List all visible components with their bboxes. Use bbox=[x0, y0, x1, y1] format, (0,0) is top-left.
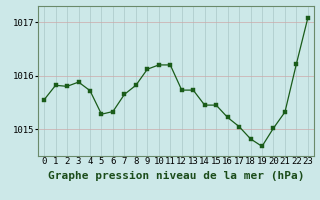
X-axis label: Graphe pression niveau de la mer (hPa): Graphe pression niveau de la mer (hPa) bbox=[48, 171, 304, 181]
